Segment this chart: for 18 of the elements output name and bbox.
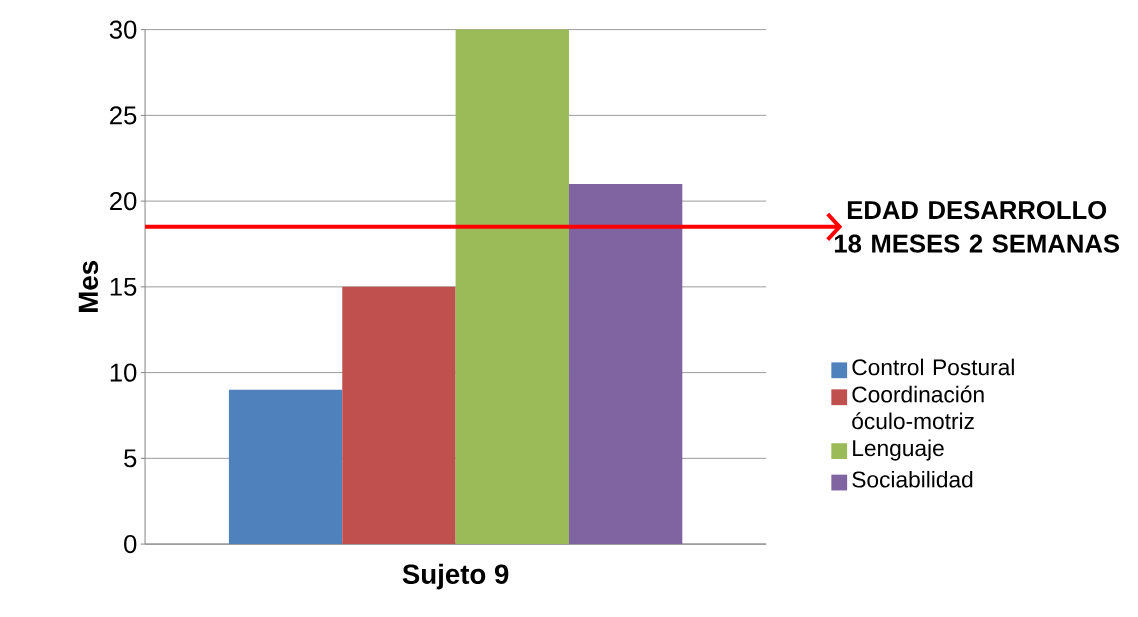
y-tick-label: 10 xyxy=(110,363,137,382)
y-tick-label: 30 xyxy=(109,20,137,39)
legend-label: Coordinación óculo-motriz xyxy=(852,385,984,430)
x-tick-label: Sujeto 9 xyxy=(402,563,509,590)
y-tick-label: 15 xyxy=(110,277,137,296)
y-tick-label: 20 xyxy=(110,191,137,211)
y-axis-title: Mes xyxy=(78,261,99,312)
y-tick-label: 5 xyxy=(124,449,137,468)
y-tick-label: 25 xyxy=(110,106,137,125)
bar xyxy=(342,286,456,545)
bar xyxy=(455,29,569,545)
legend-label: Lenguaje xyxy=(853,439,944,461)
legend-label: Control Postural xyxy=(852,358,1014,376)
ref-line-label: EDAD DESARROLLO 18 MESES 2 SEMANAS xyxy=(834,200,1120,253)
bar xyxy=(228,389,343,545)
legend-label: Sociabilidad xyxy=(852,470,973,488)
y-tick-label: 0 xyxy=(124,534,137,554)
bar xyxy=(568,183,683,545)
